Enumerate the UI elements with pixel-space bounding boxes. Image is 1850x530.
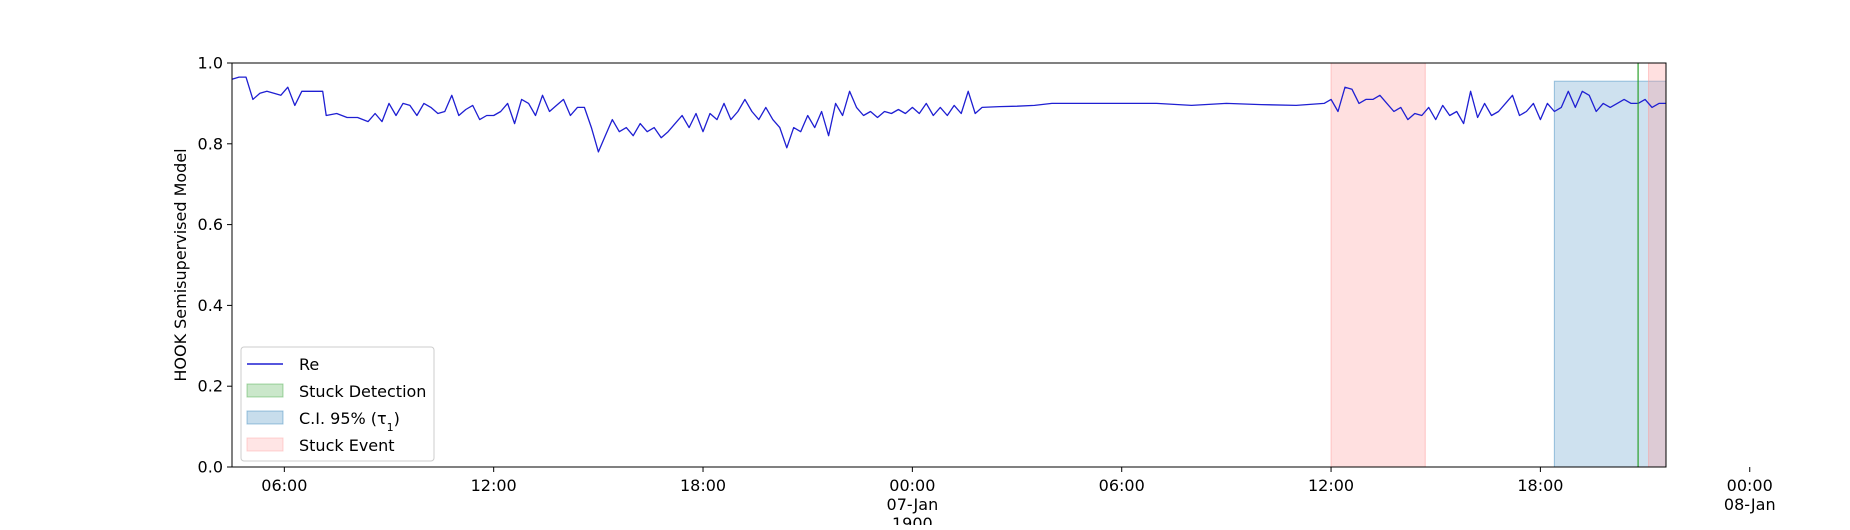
series-layer xyxy=(231,76,1666,153)
series-line-0 xyxy=(231,76,1666,153)
legend-box xyxy=(240,346,435,462)
x-tick-label: 00:00 xyxy=(889,476,935,495)
x-tick-label: 12:00 xyxy=(1308,476,1354,495)
y-tick-label: 0.8 xyxy=(198,134,223,153)
shaded-region-0 xyxy=(1330,62,1426,468)
shaded-regions xyxy=(1330,62,1667,468)
legend-label: Re xyxy=(299,355,319,374)
x-tick-label: 07-Jan xyxy=(887,495,939,514)
y-tick-label: 1.0 xyxy=(198,54,223,73)
y-tick-label: 0.4 xyxy=(198,296,223,315)
legend-handle xyxy=(246,437,284,452)
x-tick-label: 08-Jan xyxy=(1724,495,1776,514)
legend-label: Stuck Detection xyxy=(299,382,426,401)
y-tick-label: 0.0 xyxy=(198,458,223,477)
x-tick-label: 18:00 xyxy=(1517,476,1563,495)
legend-handle xyxy=(246,410,284,425)
x-tick-label: 06:00 xyxy=(1099,476,1145,495)
shaded-region-1 xyxy=(1553,80,1667,468)
x-tick-label: 06:00 xyxy=(261,476,307,495)
y-tick-label: 0.6 xyxy=(198,215,223,234)
plot-frame xyxy=(231,62,1667,468)
shaded-region-2 xyxy=(1648,62,1667,468)
x-tick-label: 1900 xyxy=(892,514,933,525)
legend-handle xyxy=(246,383,284,398)
y-tick-label: 0.2 xyxy=(198,377,223,396)
y-axis-label: HOOK Semisupervised Model xyxy=(171,148,190,381)
x-tick-label: 12:00 xyxy=(471,476,517,495)
legend-label: Stuck Event xyxy=(299,436,395,455)
x-tick-label: 18:00 xyxy=(680,476,726,495)
x-tick-label: 00:00 xyxy=(1727,476,1773,495)
y-axis: 0.0 0.2 0.4 0.6 0.8 1.0 xyxy=(198,54,232,477)
